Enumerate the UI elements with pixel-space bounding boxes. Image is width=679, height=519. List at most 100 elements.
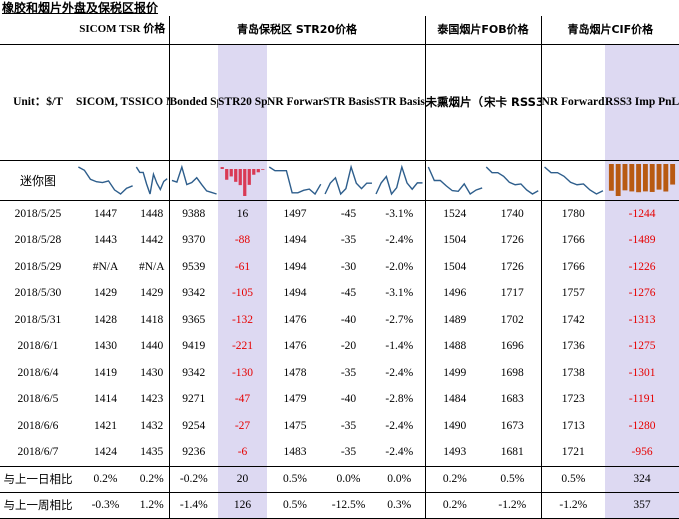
cell-str-basis-ratio: -2.4% — [385, 446, 414, 459]
sparkline-series-str-basis-ratio — [376, 167, 422, 194]
cell-cif-nr-forward: 1721 — [540, 439, 606, 466]
cell-sicom-2m: 1440 — [140, 340, 164, 353]
cell-cif-nr-forward: 1766 — [540, 253, 606, 280]
header-fob-unsmoked: 未熏烟片（白片）(USD/T) — [424, 44, 485, 161]
cell-sicom-1m: 1419 — [94, 366, 117, 379]
cell-fob-songka: 1740 — [500, 207, 524, 220]
header-fob-songka: 宋卡 RSS3（1M）,(USD/T) — [484, 44, 542, 161]
header-bonded-spot: Bonded Spot Prices, STR 20 — [168, 44, 219, 161]
cell-rss3-pnl: -1275 — [605, 333, 679, 360]
change-cell-str20-pnl: 20 — [218, 465, 268, 492]
row-date: 2018/6/7 — [17, 446, 59, 459]
row-date: 2018/5/31 — [14, 313, 62, 326]
change-cell-fob-songka: -1.2% — [484, 491, 542, 519]
cell-str-basis-ratio: -2.4% — [385, 419, 414, 432]
sparkline-label: 迷你图 — [0, 160, 76, 201]
cell-rss3-pnl: -1313 — [605, 306, 679, 333]
change-cell-sicom-1m: -0.3% — [76, 491, 135, 519]
cell-fob-songka: 1696 — [500, 340, 524, 353]
change-cell-sicom-1m: 0.2% — [76, 465, 135, 492]
sparkline-bar-str20-pnl — [238, 168, 242, 185]
change-row-label: 与上一日相比 — [0, 465, 76, 492]
cell-bonded-spot: 9236 — [168, 439, 219, 466]
change-cell-fob-unsmoked: 0.2% — [424, 465, 485, 492]
sparkline-bar-rss3-pnl — [670, 163, 676, 185]
sparkline-svg-cif-nr-forward — [542, 161, 606, 200]
change-cell-str-basis-ratio: 0.3% — [374, 491, 426, 519]
sparkline-series-sicom-1m — [78, 167, 132, 194]
sparkline-bar-str20-pnl — [234, 168, 238, 182]
sparkline-bar-rss3-pnl — [615, 163, 621, 196]
cell-sicom-2m: 1430 — [140, 366, 164, 379]
cell-rss3-pnl: -1226 — [605, 253, 679, 280]
sparkline-series-bonded-spot — [171, 167, 216, 194]
cell-str-basis-ratio: -2.0% — [385, 260, 414, 273]
header-rss3-pnl: RSS3 Imp PnL (1M) — [605, 44, 679, 161]
row-date: 2018/6/1 — [17, 340, 59, 353]
row-date: 2018/5/30 — [14, 287, 62, 300]
sparkline-bar-str20-pnl — [256, 168, 260, 172]
header-corner — [0, 16, 76, 45]
cell-sicom-2m: #N/A — [138, 260, 165, 273]
group-sicom-tsr: SICOM TSR 价格 — [76, 16, 170, 45]
cell-cif-nr-forward: 1780 — [540, 200, 606, 227]
cell-str-basis-spread: -20 — [340, 340, 357, 353]
cell-str-basis-spread: -45 — [340, 207, 357, 220]
row-date: 2018/6/5 — [17, 393, 59, 406]
cell-rss3-pnl: -1489 — [605, 227, 679, 254]
table-row: 2018/5/31 1428 1418 9365 -132 1476 -40 -2.7% 148… — [0, 306, 679, 333]
table-row: 2018/5/28 1443 1442 9370 -88 1494 -35 -2.4% 1504… — [0, 227, 679, 254]
cell-str-basis-spread: -30 — [340, 260, 357, 273]
sparkline-bar-rss3-pnl — [663, 163, 669, 192]
cell-bonded-spot: 9388 — [168, 200, 219, 227]
cell-fob-songka: 1726 — [500, 260, 524, 273]
change-cell-bonded-spot: -0.2% — [168, 465, 219, 492]
sparkline-bar-str20-pnl — [261, 168, 265, 170]
sparkline-bonded-spot — [168, 160, 219, 201]
cell-fob-songka: 1726 — [500, 234, 524, 247]
change-cell-sicom-2m: 0.2% — [135, 465, 170, 492]
cell-nr-forward: 1475 — [283, 419, 307, 432]
cell-nr-forward: 1494 — [283, 234, 307, 247]
change-row-label: 与上一周相比 — [0, 491, 76, 519]
sparkline-bar-str20-pnl — [243, 168, 247, 196]
sparkline-svg-sicom-2m — [135, 161, 169, 200]
table-row: 2018/5/29 #N/A #N/A 9539 -61 1494 -30 -2.0% 1504… — [0, 253, 679, 280]
cell-str-basis-ratio: -2.8% — [385, 393, 414, 406]
cell-str-basis-ratio: -1.4% — [385, 340, 414, 353]
table-row: 2018/6/6 1421 1432 9254 -27 1475 -35 -2.4% 1490 1… — [0, 412, 679, 439]
cell-str20-pnl: -88 — [218, 227, 268, 254]
sparkline-series-fob-songka — [486, 167, 538, 194]
cell-str20-pnl: -130 — [218, 359, 268, 386]
sparkline-bar-rss3-pnl — [643, 163, 648, 191]
data-rows: 2018/5/25 1447 1448 9388 16 1497 -45 -3.1% 1524 1… — [0, 200, 679, 466]
change-cell-cif-nr-forward: -1.2% — [540, 491, 606, 519]
cell-cif-nr-forward: 1723 — [540, 386, 606, 413]
sparkline-cif-nr-forward — [540, 160, 606, 201]
cell-bonded-spot: 9419 — [168, 333, 219, 360]
cell-sicom-1m: 1421 — [94, 419, 117, 432]
change-cell-bonded-spot: -1.4% — [168, 491, 219, 519]
cell-str20-pnl: -105 — [218, 280, 268, 307]
cell-sicom-1m: 1430 — [94, 340, 117, 353]
cell-fob-unsmoked: 1488 — [424, 333, 485, 360]
cell-str20-pnl: -221 — [218, 333, 268, 360]
change-cell-nr-forward: 0.5% — [267, 491, 324, 519]
cell-nr-forward: 1483 — [283, 446, 307, 459]
table-row: 2018/6/4 1419 1430 9342 -130 1478 -35 -2.4% 1499… — [0, 359, 679, 386]
cell-rss3-pnl: -1280 — [605, 412, 679, 439]
sparkline-bar-rss3-pnl — [656, 163, 662, 190]
header-cif-nr-forward: NR Forward Prices CIF @ QD(1M), RSS3 — [540, 44, 606, 161]
cell-sicom-1m: 1443 — [94, 234, 117, 247]
sparkline-svg-sicom-1m — [76, 161, 135, 200]
cell-sicom-1m: 1424 — [94, 446, 117, 459]
cell-sicom-2m: 1432 — [140, 419, 164, 432]
cell-bonded-spot: 9370 — [168, 227, 219, 254]
sparkline-bar-rss3-pnl — [629, 163, 635, 191]
cell-fob-songka: 1683 — [500, 393, 524, 406]
cell-fob-songka: 1698 — [500, 366, 524, 379]
cell-fob-unsmoked: 1504 — [424, 253, 485, 280]
cell-str-basis-ratio: -2.4% — [385, 234, 414, 247]
change-row: 与上一周相比 -0.3% 1.2% -1.4% 126 0.5% -12.5% 0.3% 0.2… — [0, 491, 679, 519]
table-row: 2018/6/1 1430 1440 9419 -221 1476 -20 -1.4% 1488… — [0, 333, 679, 360]
